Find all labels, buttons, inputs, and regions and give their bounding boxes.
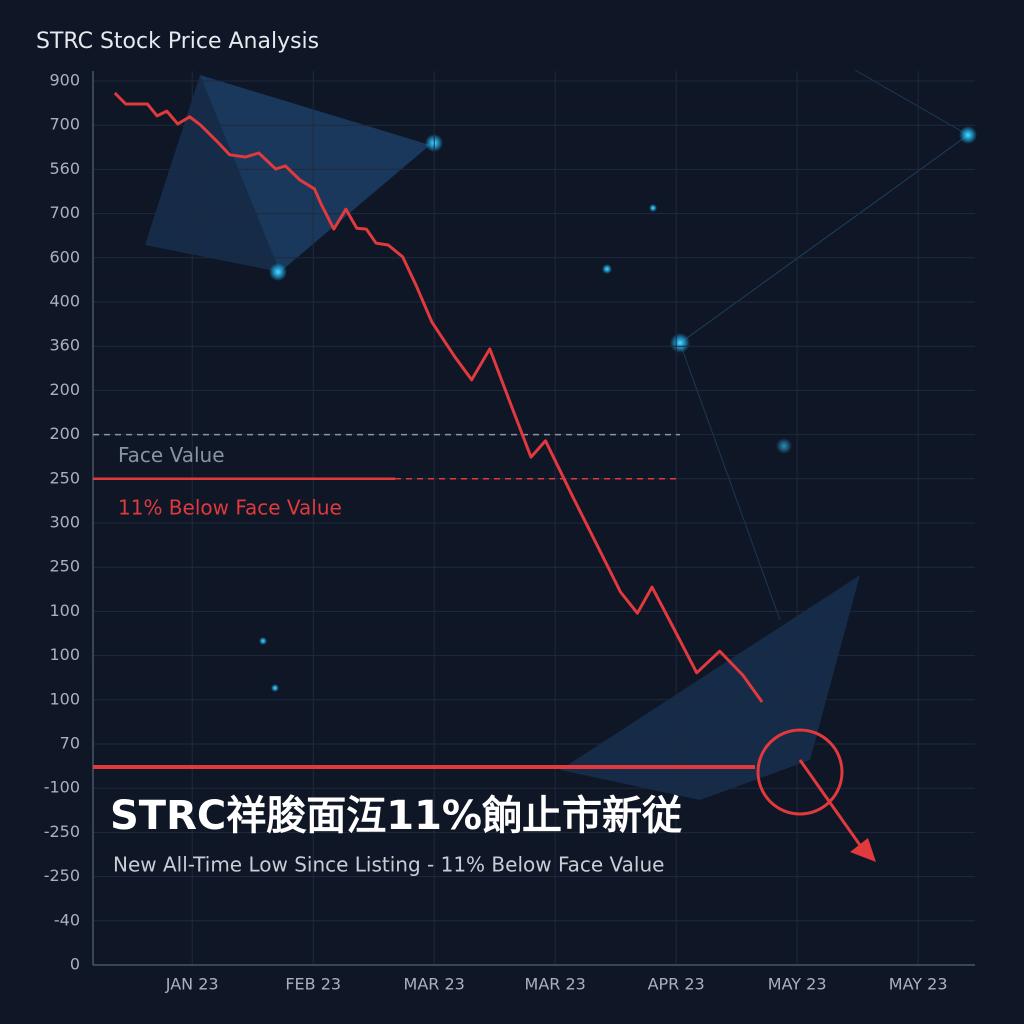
x-tick-label: MAR 23 — [404, 975, 465, 994]
y-tick-label: 560 — [49, 159, 80, 178]
y-tick-label: 700 — [49, 115, 80, 134]
y-tick-label: 70 — [60, 734, 80, 753]
y-tick-label: -100 — [44, 778, 80, 797]
low-marker — [756, 728, 876, 862]
y-tick-label: -40 — [54, 910, 80, 929]
y-tick-label: 250 — [49, 557, 80, 576]
x-tick-label: FEB 23 — [285, 975, 341, 994]
y-tick-label: 900 — [49, 71, 80, 90]
headline: STRC祥朘面沍11%餉止市新従 — [110, 793, 682, 839]
y-tick-label: 600 — [49, 247, 80, 266]
y-tick-label: -250 — [44, 866, 80, 885]
y-tick-label: 200 — [49, 380, 80, 399]
y-tick-label: -250 — [44, 822, 80, 841]
grid: 0 -40 -250 -250 -100 70 100 100 100 250 300 250 200 2… — [44, 71, 975, 994]
y-tick-label: 100 — [49, 645, 80, 664]
plot: Face Value 11% Below Face Value — [93, 91, 764, 769]
price-line — [113, 91, 764, 703]
y-tick-label: 300 — [49, 513, 80, 532]
chart-title: STRC Stock Price Analysis — [36, 29, 319, 54]
x-tick-label: MAY 23 — [768, 975, 827, 994]
subtitle: New All-Time Low Since Listing - 11% Bel… — [113, 853, 664, 877]
x-tick-label: JAN 23 — [165, 975, 219, 994]
annotation: 11% Below Face Value — [118, 495, 342, 519]
y-tick-label: 700 — [49, 203, 80, 222]
y-tick-label: 200 — [49, 424, 80, 443]
y-tick-label: 250 — [49, 468, 80, 487]
x-tick-label: MAR 23 — [525, 975, 586, 994]
y-tick-label: 0 — [70, 955, 80, 974]
y-tick-label: 100 — [49, 601, 80, 620]
y-tick-label: 360 — [49, 336, 80, 355]
y-tick-label: 100 — [49, 689, 80, 708]
annotation: Face Value — [118, 443, 225, 467]
y-tick-label: 400 — [49, 292, 80, 311]
x-tick-label: MAY 23 — [889, 975, 948, 994]
x-tick-label: APR 23 — [648, 975, 705, 994]
